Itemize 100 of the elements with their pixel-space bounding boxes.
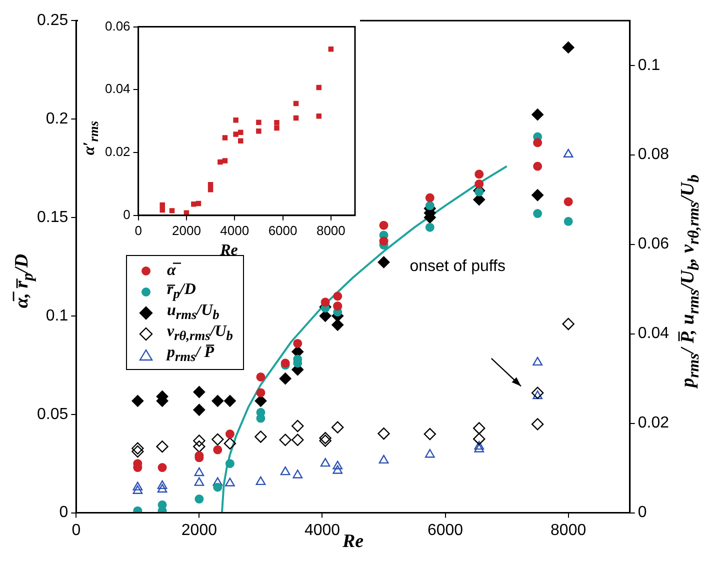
y-tick-label: 0 [123, 206, 130, 222]
x-tick-label: 6000 [268, 222, 298, 238]
x-tick-label: 2000 [181, 522, 218, 539]
legend-label: p$_{rms}$/ P̅ [167, 344, 214, 366]
point [424, 428, 436, 440]
point [332, 460, 343, 470]
point [132, 394, 144, 407]
point [212, 394, 224, 407]
point [256, 128, 262, 134]
point [193, 434, 206, 447]
y-tick-label: 0.2 [46, 110, 68, 128]
point [378, 256, 390, 268]
annotation: onset of puffs [410, 258, 506, 276]
y-tick-label: 0.15 [37, 208, 68, 226]
legend-label: v$_{rθ,rms}$/U$_{b}$ [167, 322, 233, 344]
x-tick-label: 4000 [304, 522, 340, 539]
y2-tick-label: 0 [638, 504, 647, 522]
point [157, 480, 168, 490]
point [225, 478, 235, 486]
point [279, 372, 292, 385]
point [333, 292, 342, 301]
point [169, 208, 175, 214]
y-tick-label: 0.06 [104, 18, 130, 34]
point [562, 318, 574, 330]
point [473, 432, 486, 446]
point [196, 200, 202, 206]
y-tick-label: 0.04 [104, 81, 130, 96]
x-tick-label: 4000 [220, 222, 250, 238]
point [474, 180, 484, 189]
point [532, 356, 543, 366]
x-tick-label: 8000 [316, 222, 346, 238]
y2-tick-label: 0.08 [638, 146, 670, 164]
point [533, 162, 542, 171]
x-tick-label: 0 [72, 522, 81, 539]
point [218, 159, 223, 165]
point [256, 120, 262, 125]
point [233, 118, 238, 123]
point [532, 390, 543, 400]
y-tick-label: 0.02 [104, 144, 130, 160]
point [474, 187, 484, 196]
point [158, 463, 167, 472]
point [212, 477, 223, 486]
point [280, 466, 290, 476]
point [212, 433, 224, 446]
point [564, 197, 573, 206]
point [254, 430, 267, 443]
point [293, 115, 299, 121]
point [378, 454, 389, 464]
point [473, 422, 486, 434]
point [132, 442, 144, 454]
point [208, 187, 214, 192]
point [564, 216, 573, 226]
point [531, 386, 544, 399]
y-tick-label: 0.25 [37, 12, 68, 30]
point [292, 420, 304, 432]
point [378, 428, 390, 440]
point [425, 193, 434, 202]
point [225, 430, 234, 439]
point [256, 388, 266, 398]
point [319, 434, 332, 447]
point [533, 209, 542, 218]
x-tick-label: 8000 [550, 522, 586, 539]
point [256, 476, 266, 486]
point [225, 459, 234, 468]
point [531, 418, 544, 430]
y2-tick-label: 0.06 [638, 236, 670, 253]
point [132, 485, 143, 494]
point [320, 298, 330, 307]
y-tick-label: 0 [59, 504, 68, 522]
point [208, 182, 214, 188]
point [316, 113, 322, 119]
y2-tick-label: 0.02 [638, 414, 670, 432]
point [328, 46, 334, 52]
point [332, 465, 343, 474]
y-tick-label: 0.05 [37, 406, 68, 423]
legend-label: u$_{rms}$/U$_{b}$ [167, 302, 220, 324]
point [274, 120, 280, 126]
x-tick-label: 0 [134, 222, 142, 238]
point [160, 207, 165, 213]
x-tick-label: 2000 [172, 222, 201, 238]
point [193, 440, 206, 453]
x-axis-title: Re [342, 531, 364, 552]
point [533, 138, 542, 148]
point [425, 201, 434, 210]
point [213, 482, 222, 492]
point [379, 236, 388, 246]
point [193, 386, 206, 398]
point [132, 482, 143, 490]
point [532, 108, 544, 121]
point [194, 494, 204, 504]
point [233, 132, 238, 137]
point [222, 158, 228, 164]
legend-label: r̅$_{p}$/D [167, 280, 196, 302]
point [332, 318, 344, 331]
point [292, 470, 303, 478]
point [222, 135, 228, 140]
x-axis-title: Re [219, 242, 239, 260]
point [224, 394, 236, 407]
y-tick-label: 0.1 [46, 307, 68, 324]
point [424, 449, 435, 458]
